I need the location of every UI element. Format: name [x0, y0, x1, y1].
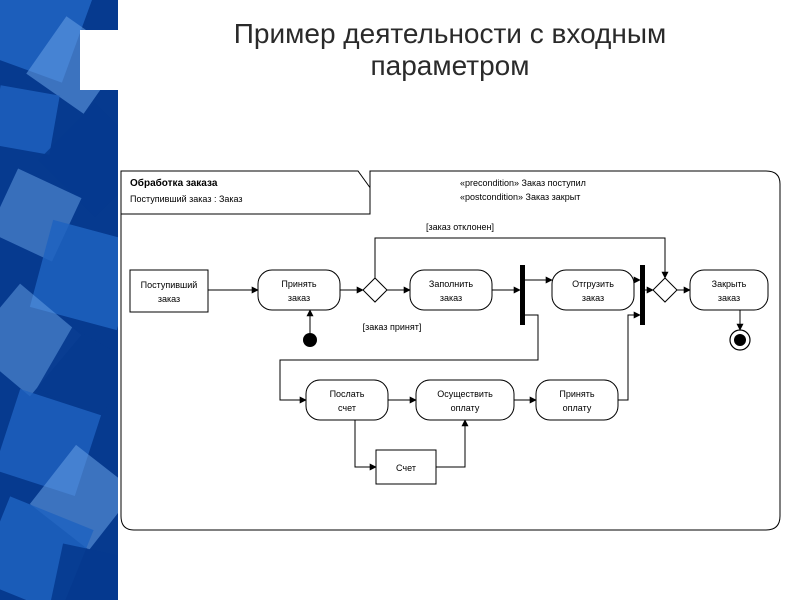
svg-text:счет: счет [338, 403, 356, 413]
svg-text:Принять: Принять [281, 279, 316, 289]
svg-text:Осуществить: Осуществить [437, 389, 493, 399]
svg-text:заказ: заказ [582, 293, 604, 303]
title-line2: параметром [371, 50, 530, 81]
svg-text:оплату: оплату [563, 403, 592, 413]
activity-diagram: Обработка заказа Поступивший заказ : Зака… [120, 170, 790, 560]
diagram-svg: Обработка заказа Поступивший заказ : Зака… [120, 170, 790, 560]
svg-text:заказ: заказ [440, 293, 462, 303]
svg-text:Принять: Принять [559, 389, 594, 399]
svg-text:заказ: заказ [718, 293, 740, 303]
svg-text:[заказ принят]: [заказ принят] [363, 322, 422, 332]
title-area: Пример деятельности с входным параметром [130, 18, 770, 82]
svg-text:Поступивший заказ : Заказ: Поступивший заказ : Заказ [130, 194, 243, 204]
svg-text:Закрыть: Закрыть [712, 279, 747, 289]
svg-text:[заказ отклонен]: [заказ отклонен] [426, 222, 494, 232]
svg-text:«postcondition» Заказ закрыт: «postcondition» Заказ закрыт [460, 192, 580, 202]
title-line1: Пример деятельности с входным [234, 18, 666, 49]
decorative-sidebar [0, 0, 118, 600]
svg-text:оплату: оплату [451, 403, 480, 413]
svg-text:«precondition» Заказ поступил: «precondition» Заказ поступил [460, 178, 586, 188]
page-title: Пример деятельности с входным параметром [130, 18, 770, 82]
svg-text:Поступивший: Поступивший [141, 280, 198, 290]
svg-text:заказ: заказ [288, 293, 310, 303]
svg-text:Заполнить: Заполнить [429, 279, 473, 289]
svg-text:Счет: Счет [396, 463, 416, 473]
svg-text:Отгрузить: Отгрузить [572, 279, 614, 289]
svg-text:заказ: заказ [158, 294, 180, 304]
sidebar-pattern [0, 0, 118, 600]
svg-text:Обработка заказа: Обработка заказа [130, 177, 218, 189]
svg-text:Послать: Послать [330, 389, 365, 399]
